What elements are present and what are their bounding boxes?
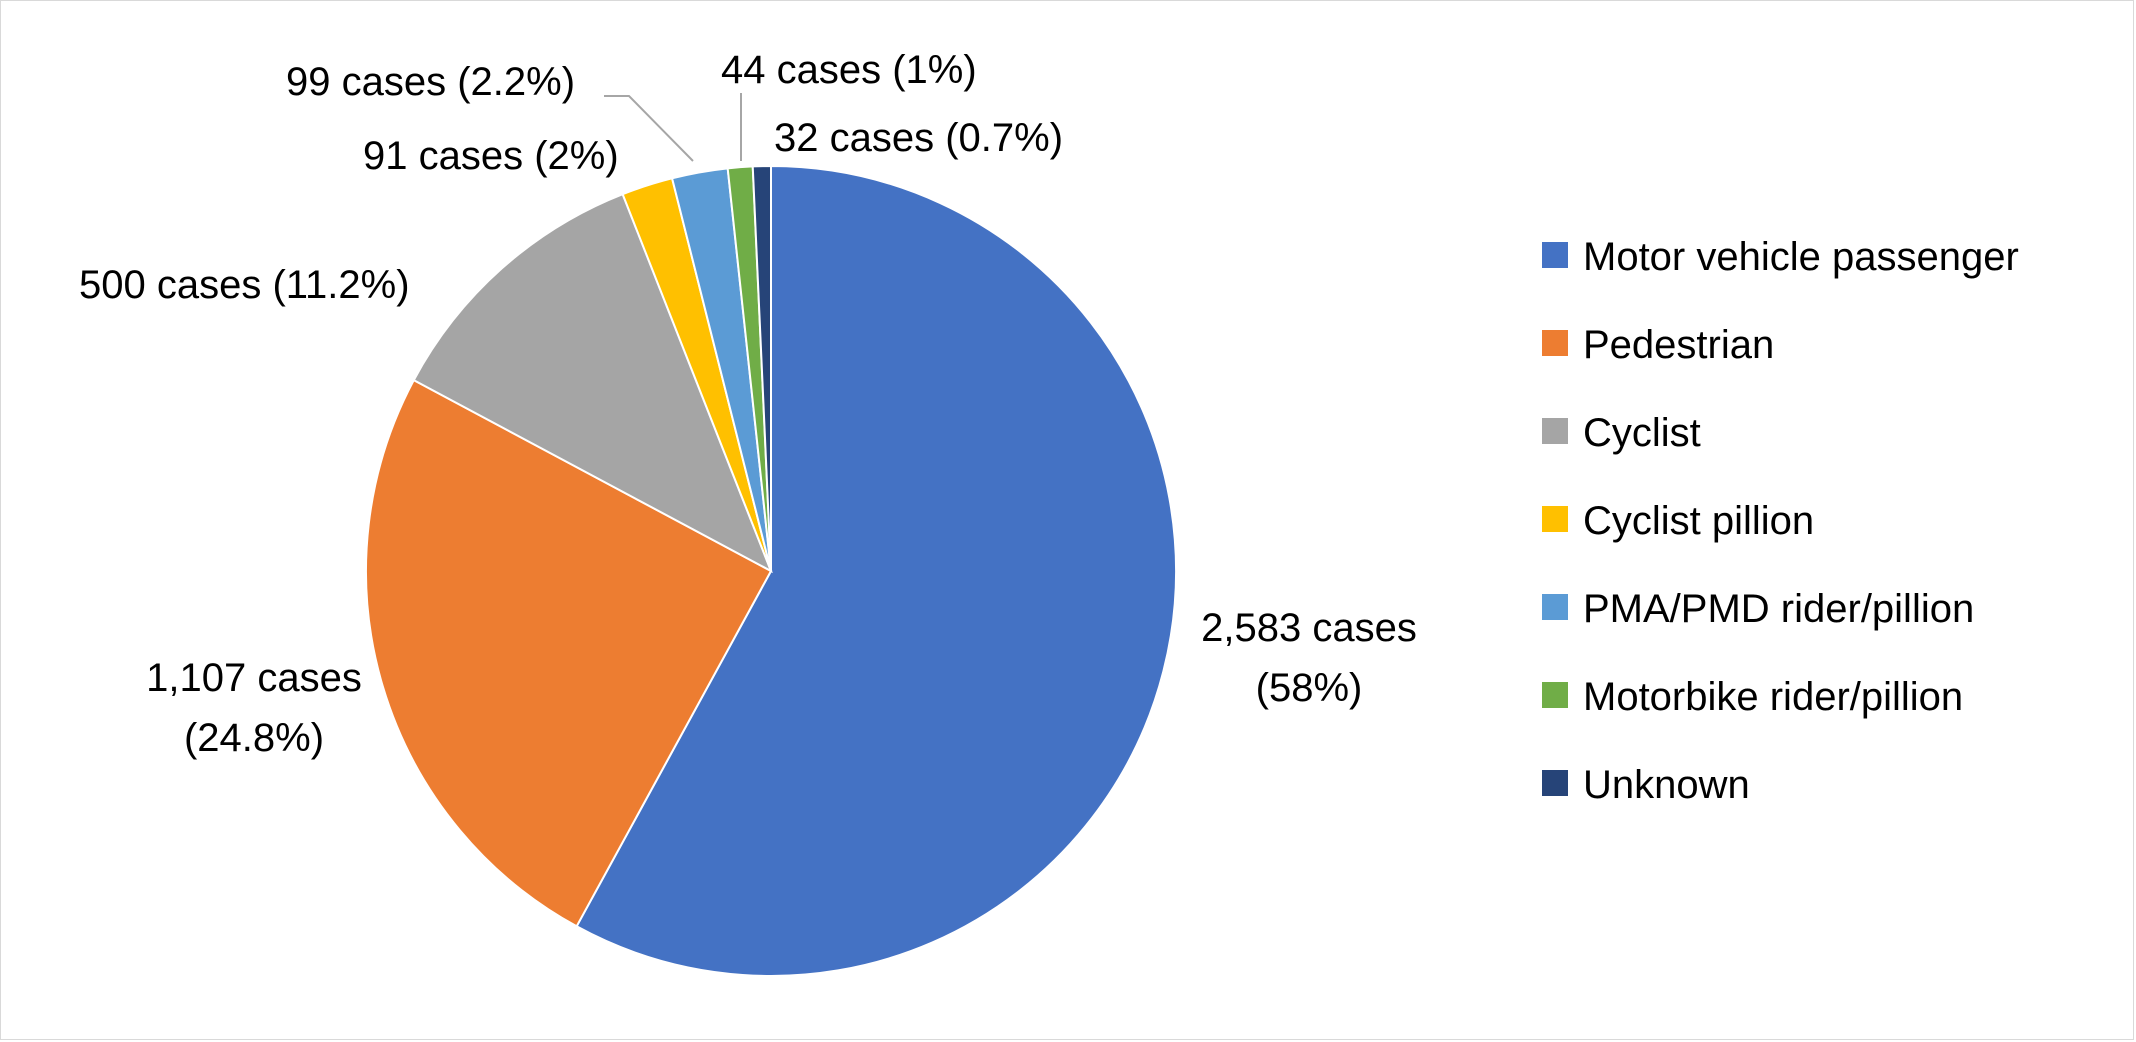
legend-item-unknown: Unknown <box>1542 763 1750 807</box>
legend-swatch <box>1542 770 1568 796</box>
legend-item-pma-pmd-rider-pillion: PMA/PMD rider/pillion <box>1542 587 1974 631</box>
legend-swatch <box>1542 506 1568 532</box>
legend-item-pedestrian: Pedestrian <box>1542 323 1774 367</box>
data-label-cyclist-pillion: 91 cases (2%) <box>363 134 619 178</box>
pie-slice-unknown <box>751 164 772 572</box>
legend-label: Motorbike rider/pillion <box>1583 675 1963 719</box>
legend-item-motor-vehicle-passenger: Motor vehicle passenger <box>1542 235 2019 279</box>
legend-label: Cyclist <box>1583 411 1701 455</box>
pie-slices <box>365 164 1177 977</box>
pie-slice-motor-vehicle-passenger <box>575 164 1177 977</box>
legend-label: Motor vehicle passenger <box>1583 235 2019 279</box>
data-label-pma-pmd-rider-pillion: 99 cases (2.2%) <box>286 60 575 104</box>
data-labels: 2,583 cases (58%) 1,107 cases (24.8%) 500 ca… <box>79 48 1417 760</box>
pie-slice-pedestrian <box>365 378 773 928</box>
legend-swatch <box>1542 330 1568 356</box>
pie-slice-cyclist <box>412 192 773 574</box>
legend-label: Pedestrian <box>1583 323 1774 367</box>
data-label-motorbike-rider-pillion: 44 cases (1%) <box>721 48 977 92</box>
legend-item-cyclist: Cyclist <box>1542 411 1701 455</box>
data-label-cyclist: 500 cases (11.2%) <box>79 263 410 307</box>
legend-swatch <box>1542 242 1568 268</box>
legend-swatch <box>1542 418 1568 444</box>
leader-lines <box>604 93 742 162</box>
data-label-unknown: 32 cases (0.7%) <box>774 116 1063 160</box>
data-label-pedestrian: 1,107 cases (24.8%) <box>146 656 362 760</box>
legend-swatch <box>1542 594 1568 620</box>
legend-item-cyclist-pillion: Cyclist pillion <box>1542 499 1814 543</box>
legend-label: Cyclist pillion <box>1583 499 1814 543</box>
legend-swatch <box>1542 682 1568 708</box>
legend-label: PMA/PMD rider/pillion <box>1583 587 1974 631</box>
leader-line-pma-pmd-rider-pillion <box>604 95 694 162</box>
legend: Motor vehicle passenger Pedestrian Cyclist… <box>1542 235 2019 807</box>
data-label-motor-vehicle-passenger: 2,583 cases (58%) <box>1201 606 1417 710</box>
legend-label: Unknown <box>1583 763 1750 807</box>
legend-item-motorbike-rider-pillion: Motorbike rider/pillion <box>1542 675 1963 719</box>
